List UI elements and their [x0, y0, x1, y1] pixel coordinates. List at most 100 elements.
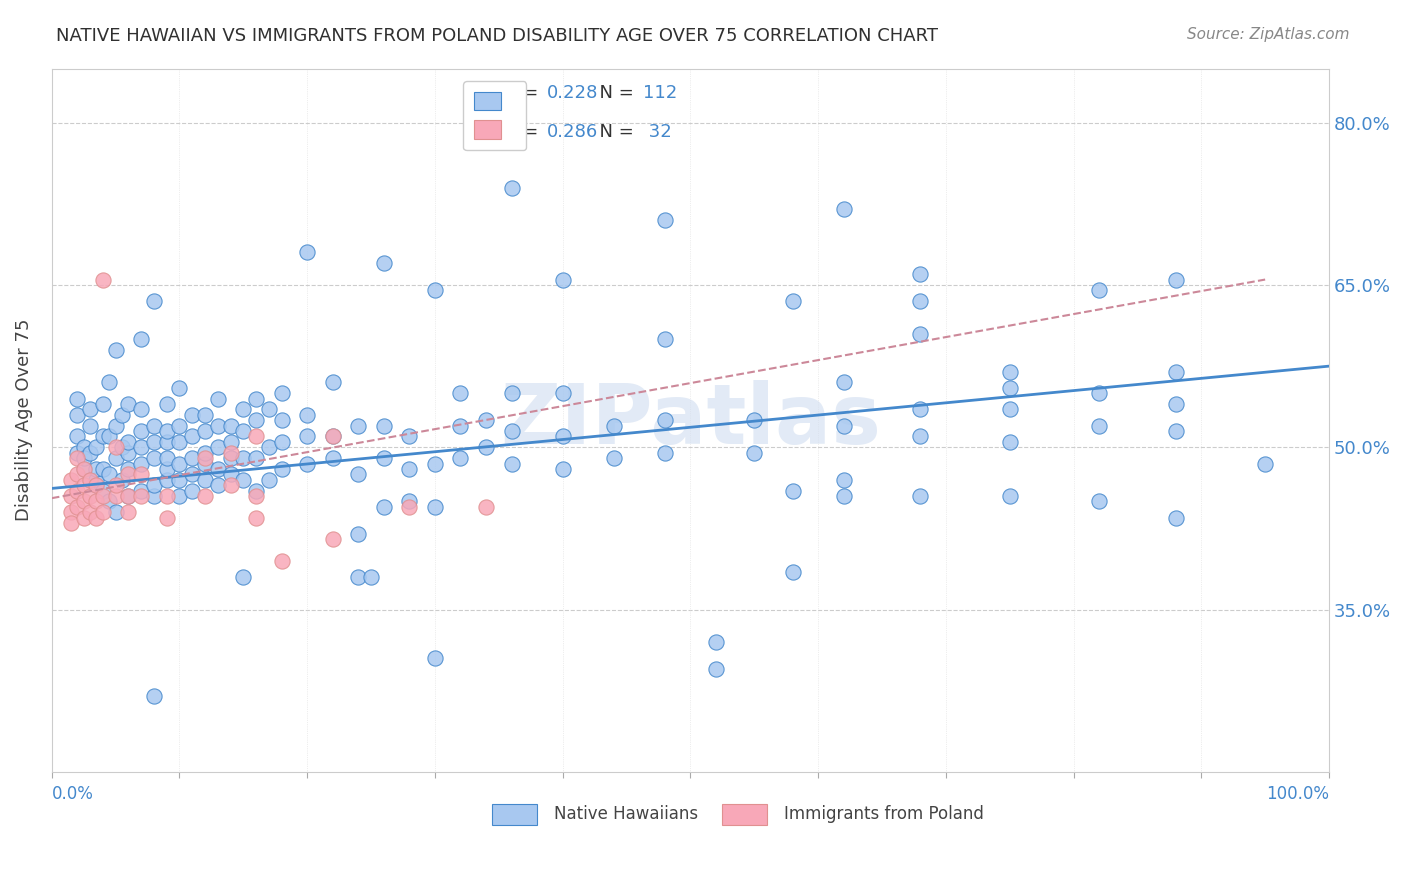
Point	[98, 494, 121, 508]
Point	[129, 483, 152, 498]
Point	[207, 440, 229, 454]
Point	[295, 457, 318, 471]
Point	[142, 294, 165, 309]
Text: 112: 112	[643, 84, 678, 103]
Point	[654, 446, 676, 460]
Point	[117, 434, 139, 449]
Text: N =: N =	[588, 123, 640, 141]
Point	[347, 570, 370, 584]
Point	[66, 451, 89, 466]
Point	[194, 424, 217, 438]
Point	[998, 489, 1021, 503]
Point	[257, 402, 280, 417]
Point	[322, 533, 344, 547]
Point	[1164, 424, 1187, 438]
Point	[156, 489, 179, 503]
Point	[270, 413, 292, 427]
Point	[156, 510, 179, 524]
Point	[322, 429, 344, 443]
Point	[104, 451, 127, 466]
Point	[169, 381, 191, 395]
Point	[475, 500, 498, 514]
Point	[245, 510, 267, 524]
Text: R =: R =	[505, 123, 544, 141]
Y-axis label: Disability Age Over 75: Disability Age Over 75	[15, 319, 32, 522]
Point	[181, 467, 204, 482]
Point	[782, 565, 804, 579]
Point	[117, 397, 139, 411]
Point	[232, 424, 254, 438]
Point	[104, 343, 127, 357]
Point	[91, 462, 114, 476]
Bar	[723, 804, 768, 825]
Point	[79, 473, 101, 487]
Point	[86, 473, 108, 487]
Point	[86, 440, 108, 454]
Point	[501, 457, 523, 471]
Point	[232, 402, 254, 417]
Point	[129, 402, 152, 417]
Point	[79, 489, 101, 503]
Point	[347, 418, 370, 433]
Point	[1088, 386, 1111, 401]
Point	[194, 489, 217, 503]
Point	[1088, 494, 1111, 508]
Point	[398, 500, 420, 514]
Point	[1088, 418, 1111, 433]
Point	[129, 467, 152, 482]
Text: 0.228: 0.228	[547, 84, 599, 103]
Point	[181, 451, 204, 466]
Text: 100.0%: 100.0%	[1265, 785, 1329, 803]
Point	[998, 381, 1021, 395]
Point	[66, 467, 89, 482]
Point	[181, 408, 204, 422]
Point	[360, 570, 382, 584]
Point	[551, 462, 574, 476]
Point	[832, 202, 855, 217]
Text: ZIPatlas: ZIPatlas	[501, 380, 882, 461]
Point	[398, 462, 420, 476]
Point	[832, 489, 855, 503]
Point	[232, 473, 254, 487]
Point	[501, 424, 523, 438]
Point	[654, 213, 676, 227]
Point	[551, 386, 574, 401]
Point	[998, 434, 1021, 449]
Point	[1164, 397, 1187, 411]
Point	[910, 294, 932, 309]
Point	[245, 489, 267, 503]
Point	[219, 451, 242, 466]
Point	[245, 483, 267, 498]
Point	[66, 408, 89, 422]
Point	[347, 527, 370, 541]
Point	[181, 483, 204, 498]
Point	[270, 434, 292, 449]
Point	[194, 457, 217, 471]
Point	[257, 440, 280, 454]
Point	[475, 413, 498, 427]
Point	[129, 424, 152, 438]
Text: NATIVE HAWAIIAN VS IMMIGRANTS FROM POLAND DISABILITY AGE OVER 75 CORRELATION CHA: NATIVE HAWAIIAN VS IMMIGRANTS FROM POLAN…	[56, 27, 938, 45]
Point	[704, 635, 727, 649]
Point	[270, 462, 292, 476]
Point	[181, 429, 204, 443]
Point	[66, 446, 89, 460]
Point	[104, 440, 127, 454]
Point	[156, 451, 179, 466]
Point	[98, 467, 121, 482]
Point	[322, 429, 344, 443]
Point	[129, 332, 152, 346]
Point	[832, 376, 855, 390]
Point	[450, 451, 472, 466]
Point	[207, 462, 229, 476]
Point	[270, 386, 292, 401]
Point	[398, 494, 420, 508]
Point	[156, 462, 179, 476]
Point	[373, 256, 395, 270]
Point	[117, 505, 139, 519]
Point	[91, 489, 114, 503]
Text: R =: R =	[505, 84, 544, 103]
Point	[219, 446, 242, 460]
Point	[450, 386, 472, 401]
Point	[245, 392, 267, 406]
